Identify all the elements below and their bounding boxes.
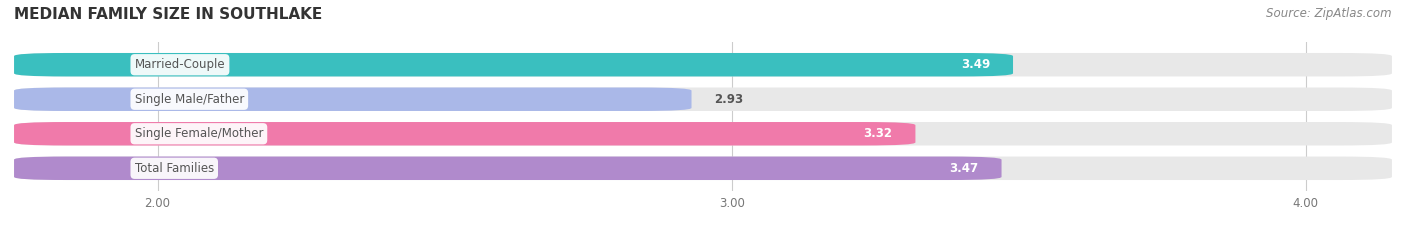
Text: Source: ZipAtlas.com: Source: ZipAtlas.com [1267, 7, 1392, 20]
FancyBboxPatch shape [14, 53, 1392, 76]
FancyBboxPatch shape [14, 53, 1014, 76]
Text: 3.47: 3.47 [949, 162, 979, 175]
Text: Single Female/Mother: Single Female/Mother [135, 127, 263, 140]
Text: 3.32: 3.32 [863, 127, 893, 140]
Text: MEDIAN FAMILY SIZE IN SOUTHLAKE: MEDIAN FAMILY SIZE IN SOUTHLAKE [14, 7, 322, 22]
FancyBboxPatch shape [14, 122, 1392, 145]
FancyBboxPatch shape [14, 157, 1392, 180]
Text: Single Male/Father: Single Male/Father [135, 93, 245, 106]
FancyBboxPatch shape [14, 88, 692, 111]
FancyBboxPatch shape [14, 122, 915, 145]
Text: Married-Couple: Married-Couple [135, 58, 225, 71]
Text: 3.49: 3.49 [960, 58, 990, 71]
FancyBboxPatch shape [14, 88, 1392, 111]
FancyBboxPatch shape [14, 157, 1001, 180]
Text: 2.93: 2.93 [714, 93, 744, 106]
Text: Total Families: Total Families [135, 162, 214, 175]
